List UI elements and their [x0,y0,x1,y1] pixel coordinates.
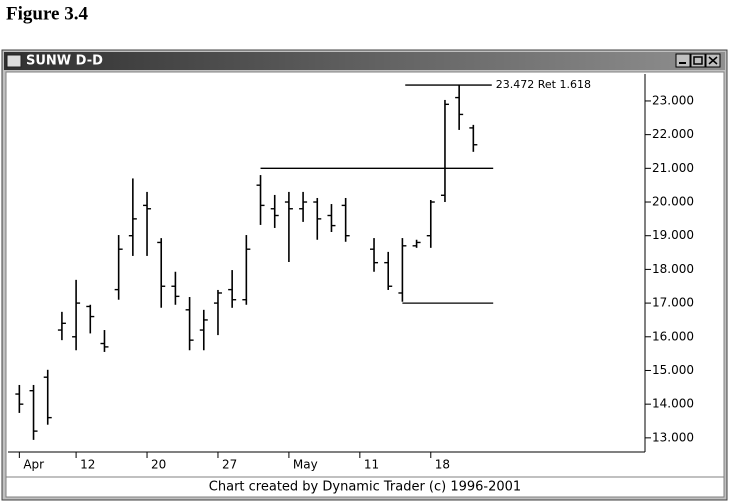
y-tick-label: 16.000 [652,329,694,343]
y-tick-label: 17.000 [652,296,694,310]
title-bar [4,52,725,70]
y-tick-label: 18.000 [652,262,694,276]
x-tick-label: Apr [23,458,44,472]
figure-label: Figure 3.4 [6,3,88,24]
minimize-button[interactable] [675,53,691,68]
x-tick-label: 18 [435,458,450,472]
y-tick-label: 15.000 [652,363,694,377]
y-tick-label: 14.000 [652,397,694,411]
x-tick-label: 12 [80,458,95,472]
window-title: SUNW D-D [26,54,103,69]
y-tick-label: 19.000 [652,228,694,242]
maximize-button[interactable] [690,53,706,68]
y-tick-label: 23.000 [652,93,694,107]
x-tick-label: 11 [364,458,379,472]
y-tick-label: 22.000 [652,127,694,141]
x-tick-label: 27 [222,458,237,472]
level-label: 23.472 Ret 1.618 [496,78,591,91]
y-tick-label: 21.000 [652,161,694,175]
window-buttons[interactable] [675,53,721,68]
window-icon [6,54,22,68]
footer-credit: Chart created by Dynamic Trader (c) 1996… [209,480,521,495]
y-tick-label: 20.000 [652,195,694,209]
x-tick-label: 20 [151,458,166,472]
x-tick-label: May [293,458,318,472]
chart-area [5,71,725,498]
y-tick-label: 13.000 [652,430,694,444]
